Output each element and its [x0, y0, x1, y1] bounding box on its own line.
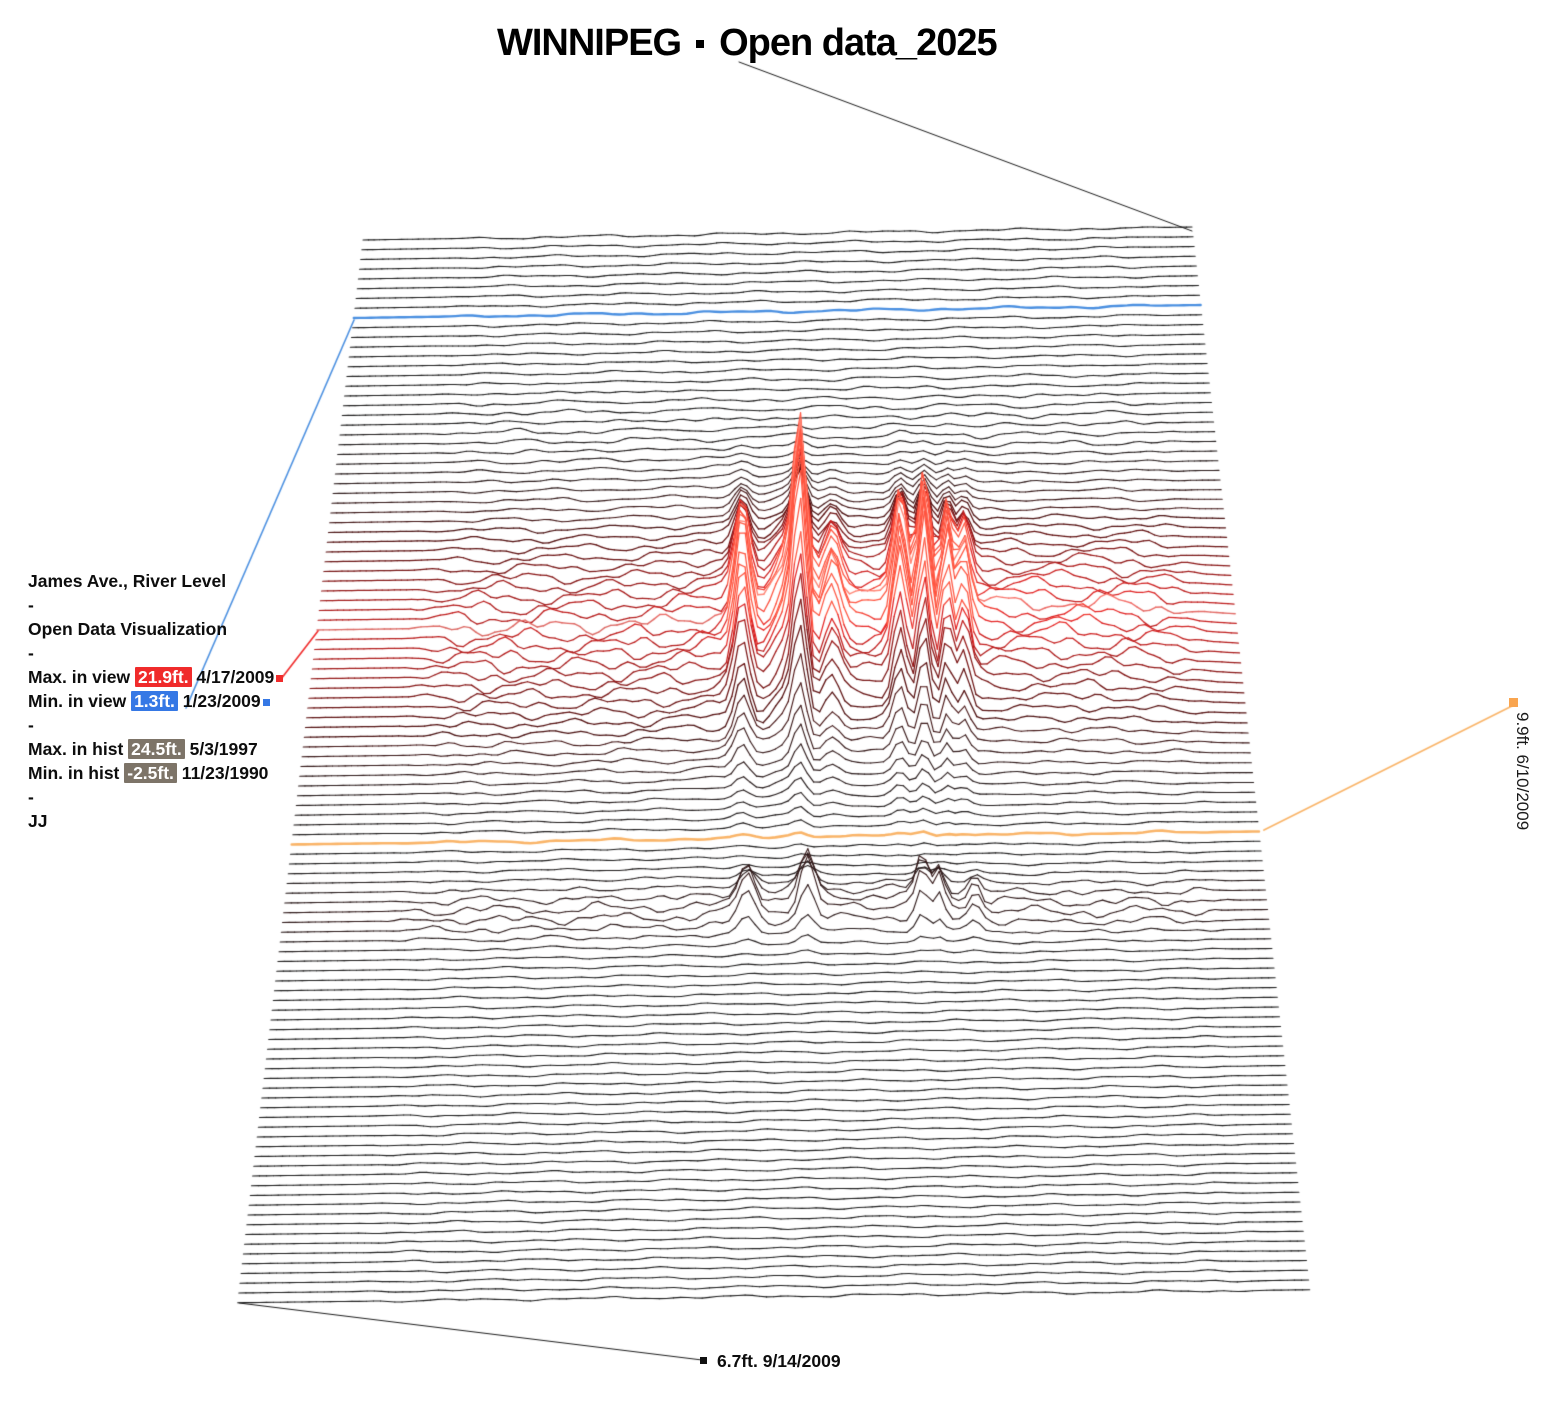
info-line: - — [28, 787, 34, 807]
info-line: James Ave., River Level — [28, 571, 227, 591]
info-line-suffix: 4/17/2009 — [191, 667, 275, 687]
value-badge: 24.5ft. — [128, 739, 185, 759]
info-line-prefix: Max. in view — [28, 667, 135, 687]
info-line: Open Data Visualization — [28, 619, 228, 639]
orange-row-label: 9.9ft. 6/10/2009 — [1513, 712, 1532, 831]
info-panel: James Ave., River Level - Open Data Visual… — [28, 569, 284, 833]
orange-marker-icon — [1509, 698, 1518, 707]
info-line: Min. in hist -2.5ft. 11/23/1990 — [28, 761, 283, 785]
info-line: - — [28, 643, 34, 663]
info-line-suffix: 5/3/1997 — [184, 739, 258, 759]
legend-square-icon — [262, 698, 270, 706]
value-badge: 21.9ft. — [134, 667, 192, 687]
info-line: Max. in view 21.9ft. 4/17/2009 — [28, 665, 284, 689]
info-line: Max. in hist 24.5ft. 5/3/1997 — [28, 737, 283, 761]
title-part-2: Open data_2025 — [719, 22, 997, 64]
info-line-suffix: 1/23/2009 — [177, 691, 261, 711]
value-badge: -2.5ft. — [124, 763, 177, 783]
bottom-marker-icon — [700, 1357, 707, 1364]
info-line: Min. in view 1.3ft. 1/23/2009 — [28, 689, 283, 713]
legend-square-icon — [276, 674, 284, 682]
value-badge: 1.3ft. — [131, 691, 178, 711]
info-line: - — [28, 595, 34, 615]
title-marker-icon — [696, 39, 705, 48]
info-line-prefix: Max. in hist — [28, 739, 129, 759]
info-line-prefix: Min. in view — [28, 691, 132, 711]
title-part-1: WINNIPEG — [497, 22, 682, 64]
info-line: - — [28, 715, 34, 735]
info-line: JJ — [28, 811, 48, 831]
info-line-prefix: Min. in hist — [28, 763, 125, 783]
page-title: WINNIPEG Open data_2025 — [497, 22, 998, 65]
bottom-row-label: 6.7ft. 9/14/2009 — [717, 1351, 841, 1371]
info-line-suffix: 11/23/1990 — [176, 763, 269, 783]
